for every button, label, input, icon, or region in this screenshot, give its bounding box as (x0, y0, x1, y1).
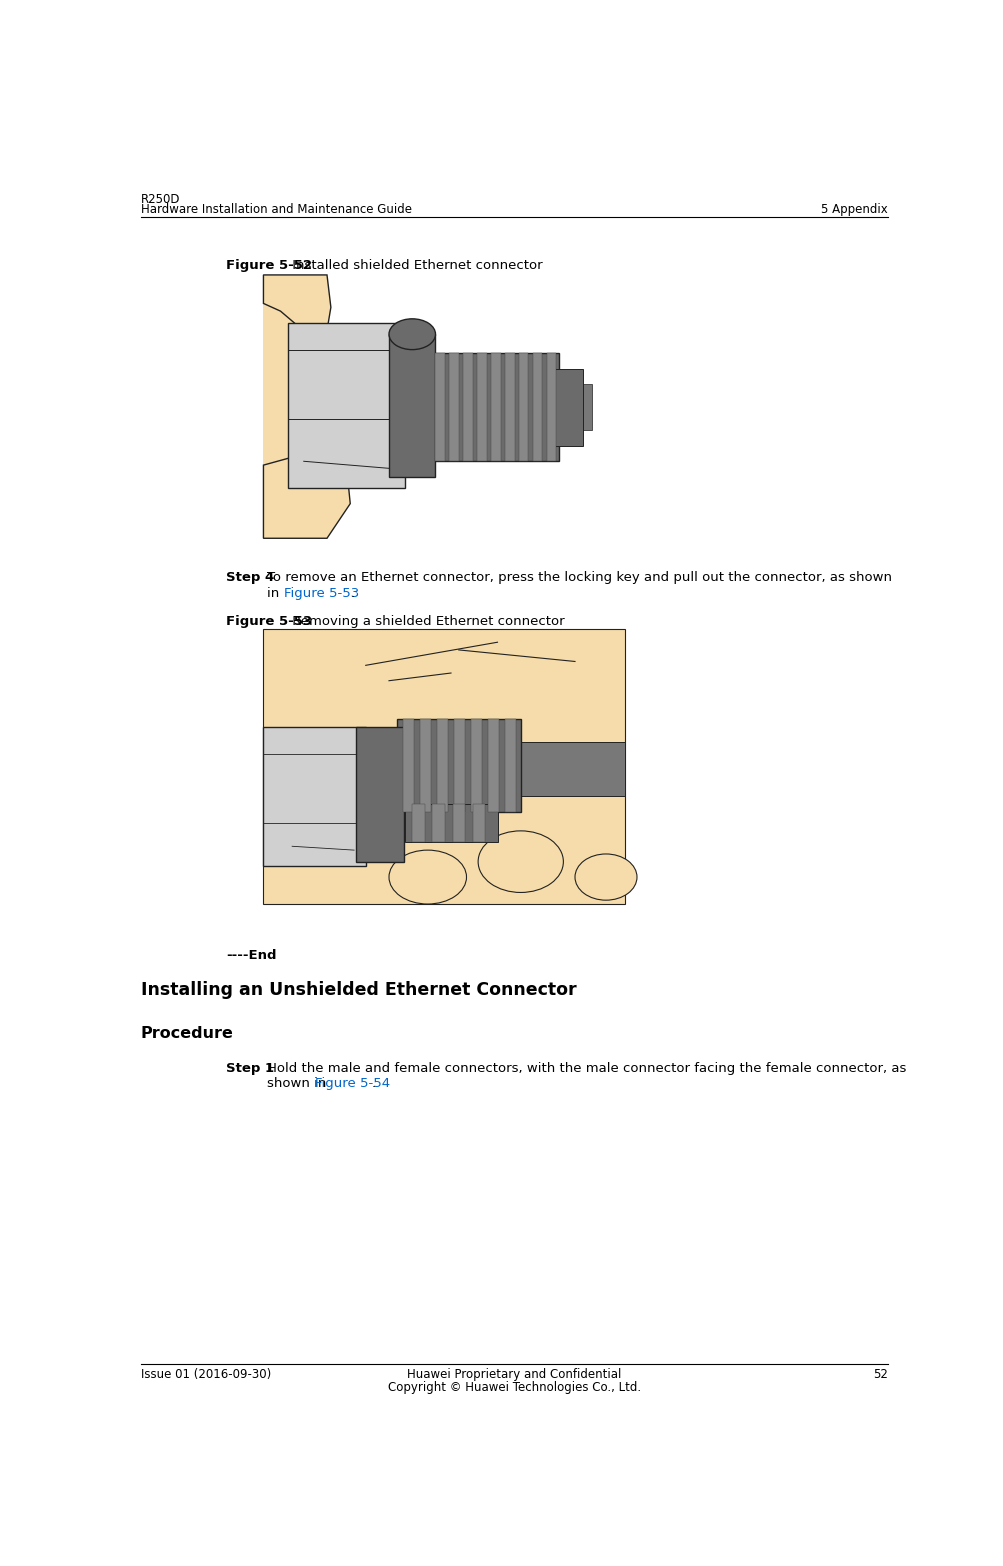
Bar (435, 354, 444, 462)
Bar (263, 276, 592, 539)
Bar (427, 354, 559, 462)
Text: Hardware Installation and Maintenance Guide: Hardware Installation and Maintenance Gu… (140, 204, 411, 216)
Bar (412, 803, 424, 843)
Ellipse shape (388, 850, 466, 904)
Bar (490, 354, 500, 462)
Bar (263, 630, 625, 904)
Bar (436, 719, 447, 811)
Bar (404, 803, 497, 843)
Bar (547, 354, 556, 462)
Polygon shape (263, 449, 350, 539)
Bar (579, 384, 592, 431)
Bar (519, 354, 528, 462)
Bar (505, 742, 625, 796)
Text: Huawei Proprietary and Confidential: Huawei Proprietary and Confidential (407, 1369, 621, 1381)
Text: Step 4: Step 4 (226, 572, 274, 584)
Text: Hold the male and female connectors, with the male connector facing the female c: Hold the male and female connectors, wit… (267, 1062, 906, 1074)
Bar (396, 719, 521, 811)
Bar (453, 719, 464, 811)
Polygon shape (263, 276, 331, 334)
Bar (388, 334, 435, 476)
Text: Issue 01 (2016-09-30): Issue 01 (2016-09-30) (140, 1369, 271, 1381)
Text: Figure 5-53: Figure 5-53 (284, 587, 359, 600)
Text: Figure 5-53: Figure 5-53 (226, 615, 312, 628)
Text: Removing a shielded Ethernet connector: Removing a shielded Ethernet connector (288, 615, 565, 628)
Text: Installed shielded Ethernet connector: Installed shielded Ethernet connector (288, 258, 543, 272)
Bar (263, 727, 365, 866)
Text: .: . (371, 1077, 376, 1090)
Bar (432, 803, 444, 843)
Text: shown in: shown in (267, 1077, 331, 1090)
Bar (463, 354, 472, 462)
Bar (402, 719, 413, 811)
Text: Step 1: Step 1 (226, 1062, 274, 1074)
Ellipse shape (575, 853, 636, 900)
Bar (288, 323, 404, 489)
Text: ----End: ----End (226, 949, 277, 962)
Text: Procedure: Procedure (140, 1026, 234, 1041)
Bar (419, 719, 430, 811)
Bar (470, 719, 481, 811)
Text: R250D: R250D (140, 193, 181, 205)
Bar (452, 803, 464, 843)
Text: 52: 52 (873, 1369, 888, 1381)
Text: 5 Appendix: 5 Appendix (820, 204, 888, 216)
Ellipse shape (477, 832, 563, 893)
Bar (487, 719, 498, 811)
Text: .: . (350, 587, 354, 600)
Text: Figure 5-54: Figure 5-54 (315, 1077, 390, 1090)
Bar (449, 354, 458, 462)
Bar (472, 803, 484, 843)
Text: Installing an Unshielded Ethernet Connector: Installing an Unshielded Ethernet Connec… (140, 980, 576, 999)
Bar (554, 370, 582, 446)
Bar (533, 354, 542, 462)
Bar (263, 276, 304, 539)
Bar (476, 354, 486, 462)
Bar (505, 354, 515, 462)
Bar (355, 727, 404, 861)
Bar (505, 719, 516, 811)
Bar (263, 630, 625, 904)
Ellipse shape (388, 319, 435, 349)
Text: To remove an Ethernet connector, press the locking key and pull out the connecto: To remove an Ethernet connector, press t… (267, 572, 892, 584)
Text: Figure 5-52: Figure 5-52 (226, 258, 312, 272)
Text: in: in (267, 587, 284, 600)
Text: Copyright © Huawei Technologies Co., Ltd.: Copyright © Huawei Technologies Co., Ltd… (387, 1381, 641, 1394)
